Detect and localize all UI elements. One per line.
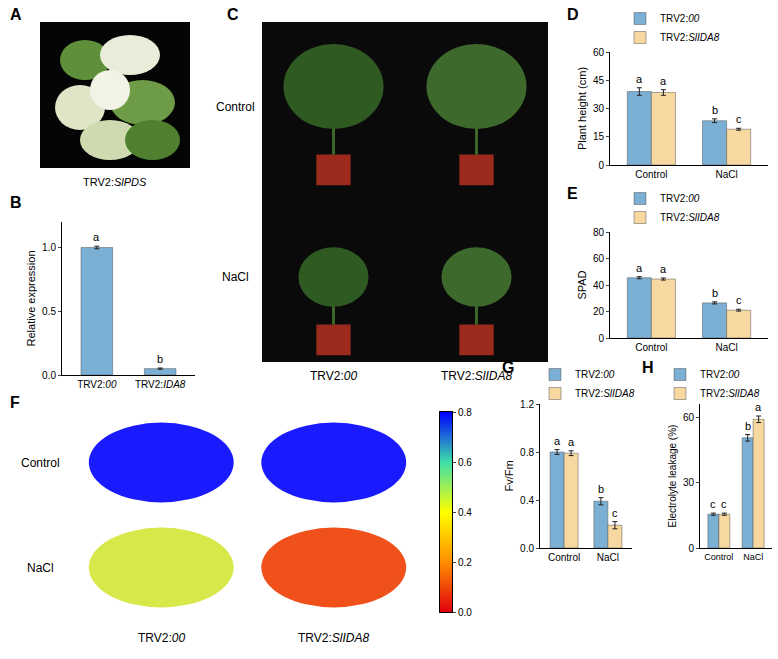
svg-text:TRV2:00: TRV2:00 [700,369,740,380]
svg-text:a: a [554,435,561,447]
svg-text:0.4: 0.4 [458,507,472,518]
svg-text:b: b [712,287,718,299]
svg-text:1.2: 1.2 [520,399,534,410]
svg-text:0: 0 [598,333,604,344]
svg-text:NaCl: NaCl [716,342,738,353]
svg-text:40: 40 [593,280,605,291]
svg-text:TRV2:00: TRV2:00 [138,631,185,645]
svg-text:Control: Control [635,342,667,353]
svg-text:60: 60 [593,47,605,58]
svg-text:a: a [755,401,762,413]
svg-text:NaCl: NaCl [597,552,619,563]
svg-text:0.8: 0.8 [520,447,534,458]
svg-text:D: D [567,6,579,23]
svg-text:B: B [10,194,22,211]
svg-text:a: a [93,231,100,243]
svg-text:Electrolyte leakage (%): Electrolyte leakage (%) [667,425,678,528]
svg-text:60: 60 [683,412,695,423]
svg-text:SPAD: SPAD [576,270,588,299]
svg-text:0.0: 0.0 [458,607,472,618]
svg-text:c: c [736,113,742,125]
svg-text:A: A [10,6,22,23]
svg-text:0.5: 0.5 [42,306,56,317]
svg-text:c: c [710,498,716,510]
svg-text:80: 80 [593,227,605,238]
svg-text:NaCl: NaCl [222,270,249,284]
svg-text:Fv/Fm: Fv/Fm [503,460,515,491]
svg-text:30: 30 [593,103,605,114]
svg-text:c: c [736,294,742,306]
svg-text:0.4: 0.4 [520,495,534,506]
svg-text:Control: Control [548,552,580,563]
svg-text:0.6: 0.6 [458,457,472,468]
svg-text:TRV2:SlIDA8: TRV2:SlIDA8 [660,212,720,223]
svg-text:b: b [157,353,163,365]
svg-text:0: 0 [598,160,604,171]
svg-text:Control: Control [216,100,255,114]
svg-text:TRV2:SlPDS: TRV2:SlPDS [83,176,147,188]
svg-text:20: 20 [593,306,605,317]
svg-text:a: a [636,73,643,85]
svg-text:a: a [636,262,643,274]
svg-text:b: b [598,483,604,495]
svg-text:E: E [567,185,578,202]
svg-text:15: 15 [593,131,605,142]
svg-text:a: a [660,263,667,275]
svg-text:TRV2:00: TRV2:00 [660,193,700,204]
svg-text:TRV2:00: TRV2:00 [77,379,117,390]
svg-text:b: b [745,420,751,432]
svg-text:0.2: 0.2 [458,557,472,568]
svg-text:Relative expression: Relative expression [25,251,37,347]
svg-text:a: a [568,436,575,448]
svg-text:G: G [502,359,514,376]
svg-text:NaCl: NaCl [27,561,54,575]
svg-text:TRV2:SlIDA8: TRV2:SlIDA8 [298,631,369,645]
svg-text:TRV2:SlIDA8: TRV2:SlIDA8 [441,369,512,383]
svg-text:TRV2:00: TRV2:00 [310,369,357,383]
svg-text:0.8: 0.8 [458,407,472,418]
svg-text:c: c [612,507,618,519]
svg-text:C: C [227,6,239,23]
svg-text:30: 30 [683,477,695,488]
svg-text:0: 0 [688,543,694,554]
svg-text:c: c [721,498,727,510]
svg-text:1.0: 1.0 [42,242,56,253]
svg-text:Plant height (cm): Plant height (cm) [576,67,588,150]
svg-text:H: H [642,359,654,376]
svg-text:NaCl: NaCl [743,552,763,562]
svg-text:b: b [712,104,718,116]
svg-text:a: a [660,75,667,87]
svg-text:NaCl: NaCl [716,169,738,180]
svg-text:TRV2:SlIDA8: TRV2:SlIDA8 [660,32,720,43]
svg-text:TRV2:SlIDA8: TRV2:SlIDA8 [575,388,635,399]
svg-text:Control: Control [21,456,60,470]
svg-text:0.0: 0.0 [42,370,56,381]
svg-text:45: 45 [593,75,605,86]
svg-text:TRV2:00: TRV2:00 [575,369,615,380]
svg-text:TRV2:IDA8: TRV2:IDA8 [135,379,186,390]
svg-text:TRV2:SlIDA8: TRV2:SlIDA8 [700,388,760,399]
svg-text:0.0: 0.0 [520,543,534,554]
svg-text:Control: Control [704,552,733,562]
svg-text:F: F [10,394,20,411]
svg-text:Control: Control [635,169,667,180]
svg-text:TRV2:00: TRV2:00 [660,13,700,24]
svg-text:60: 60 [593,253,605,264]
